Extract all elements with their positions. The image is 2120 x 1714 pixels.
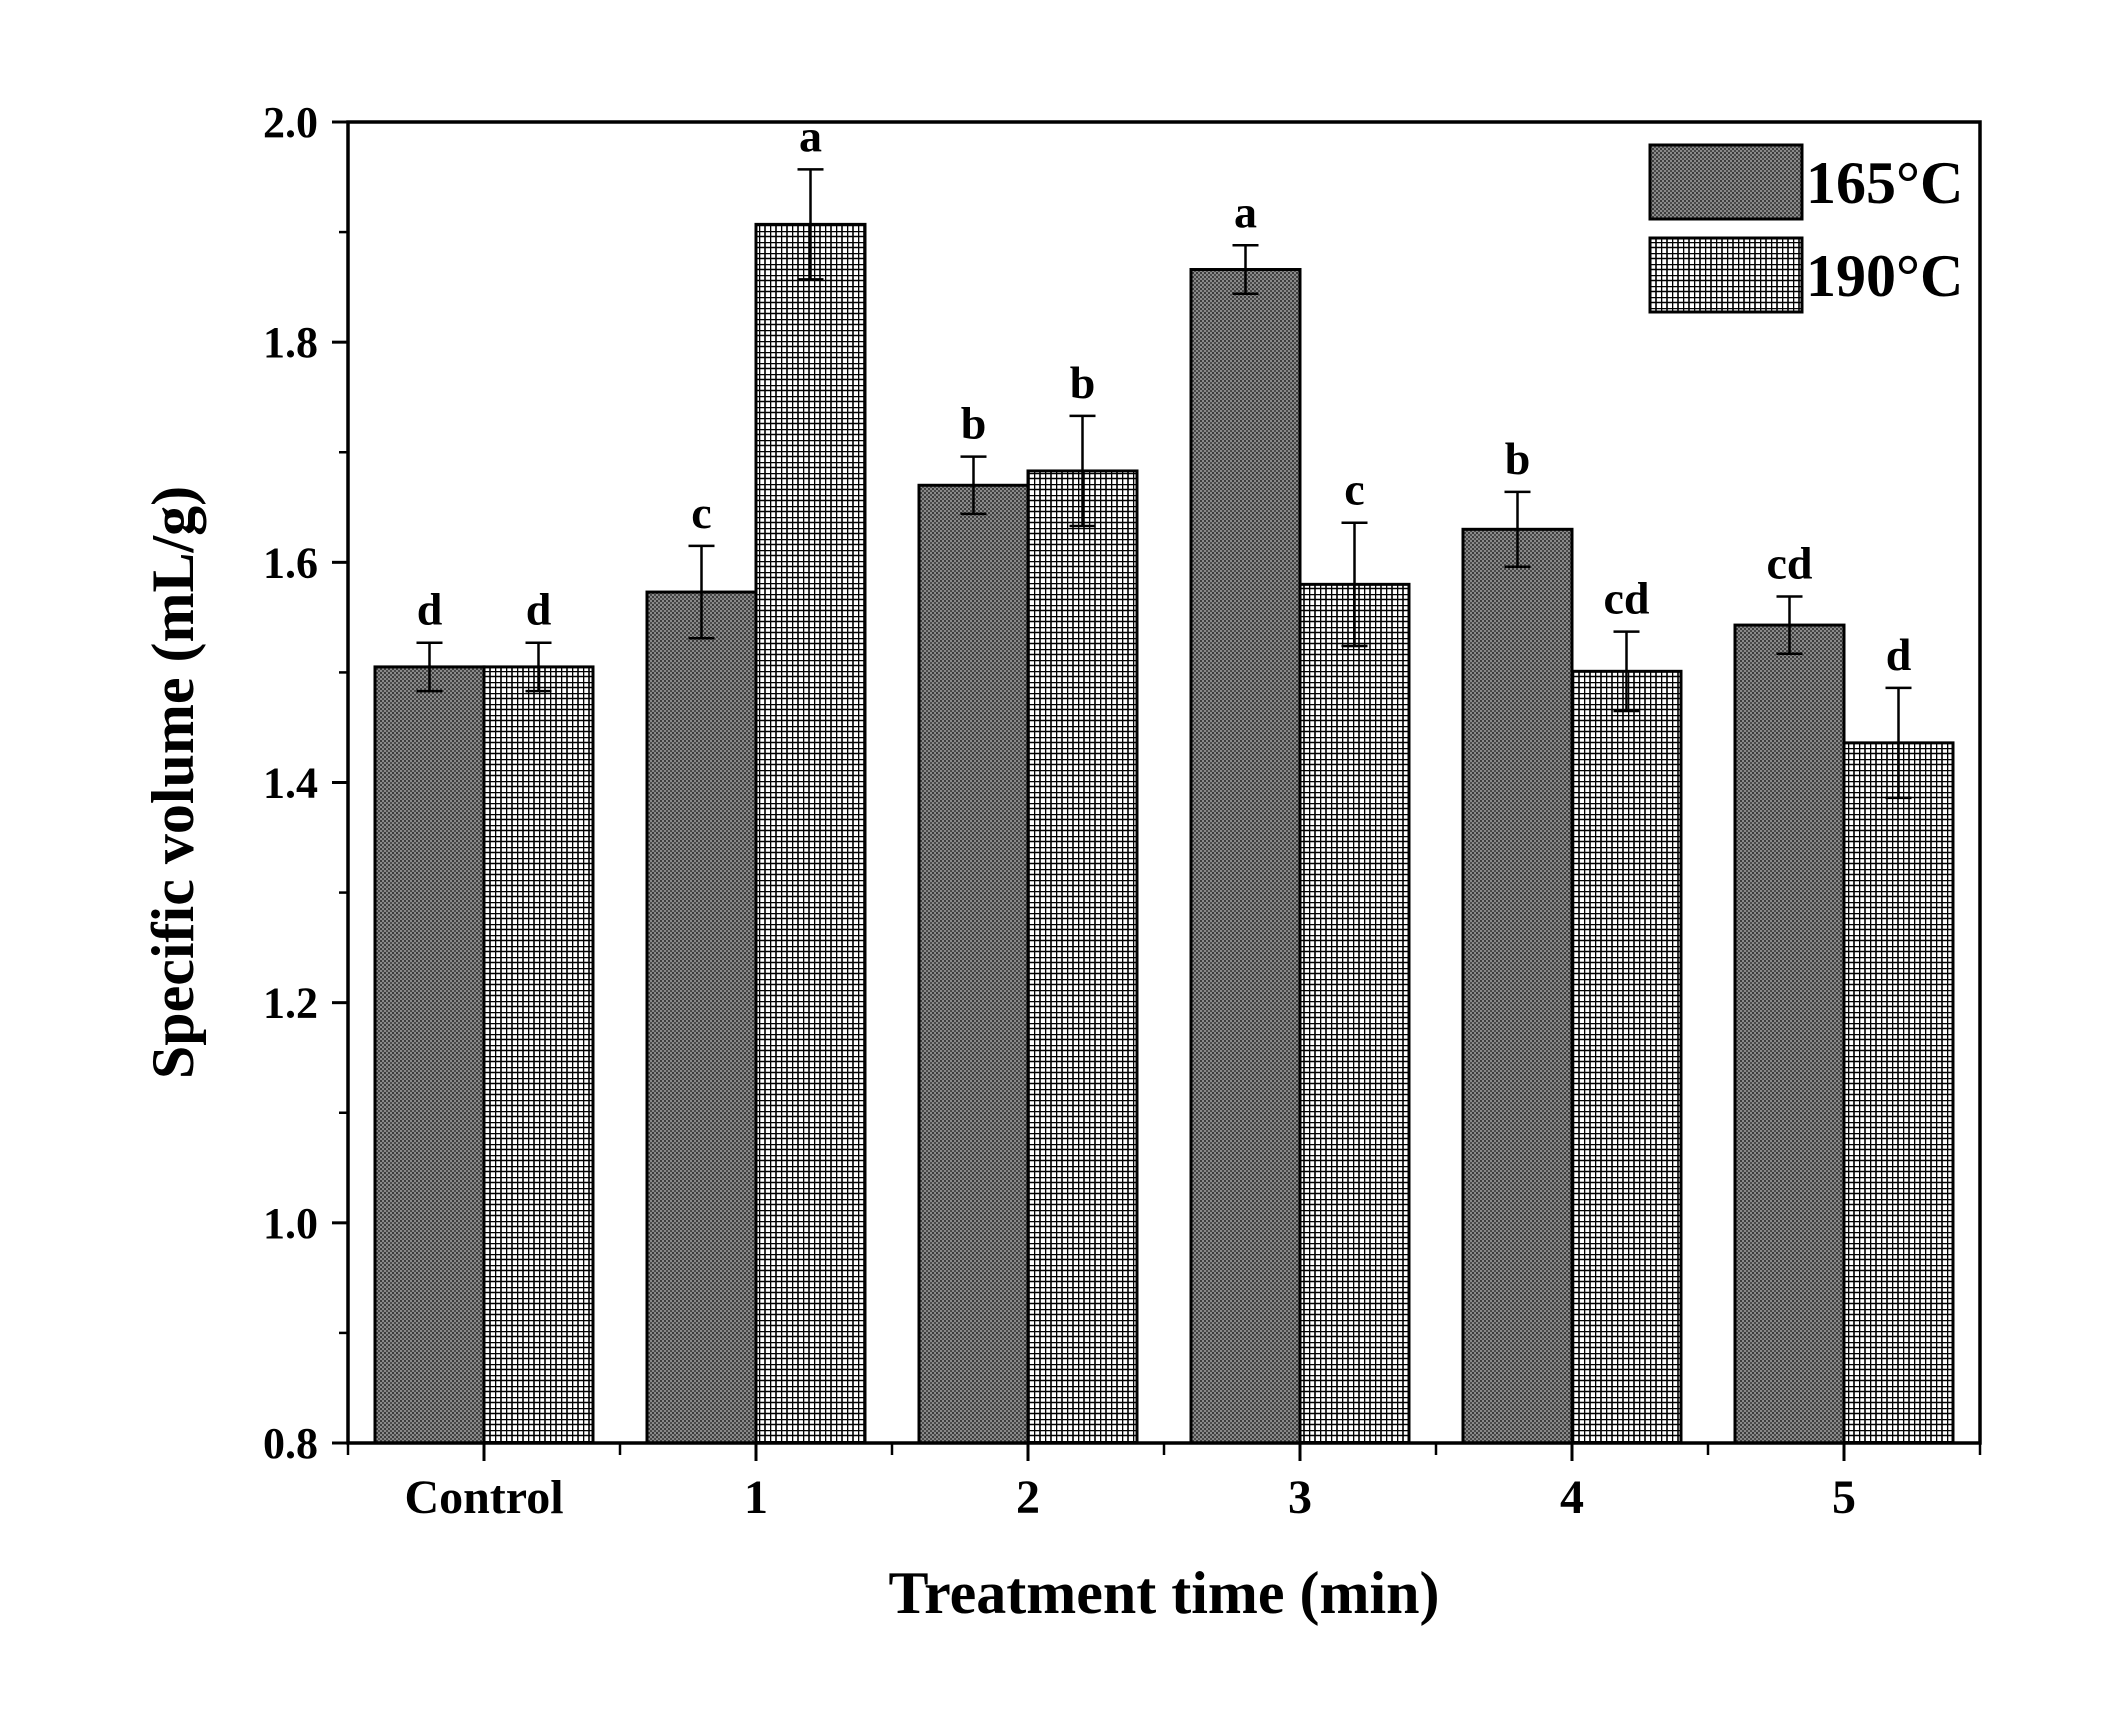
error-bar	[1341, 521, 1368, 648]
y-tick-label: 1.2	[263, 979, 318, 1028]
significance-label: d	[526, 584, 552, 635]
y-tick-label: 1.8	[263, 318, 318, 367]
significance-label: a	[1234, 186, 1257, 237]
significance-label: d	[1886, 629, 1912, 680]
x-tick-label: 5	[1832, 1471, 1856, 1524]
error-bar	[1776, 595, 1803, 655]
y-tick-label: 2.0	[263, 98, 318, 147]
legend-label: 165°C	[1806, 150, 1963, 216]
error-bar	[1069, 414, 1096, 528]
error-bar	[1232, 244, 1259, 295]
y-tick-label: 1.4	[263, 759, 318, 808]
significance-label: d	[417, 584, 443, 635]
legend: 165°C 190°C	[1648, 143, 1963, 314]
bar-165-2	[917, 483, 1030, 1445]
bar-165-5	[1733, 623, 1846, 1445]
x-tick-label: 2	[1016, 1471, 1040, 1524]
error-bar	[416, 641, 443, 693]
bar-190-4	[1570, 669, 1683, 1445]
legend-swatch-165	[1648, 143, 1804, 221]
bar-165-4	[1461, 527, 1574, 1445]
error-bar	[1885, 686, 1912, 800]
legend-label: 190°C	[1806, 243, 1963, 309]
bar-190-5	[1842, 741, 1955, 1445]
y-tick-label: 0.8	[263, 1419, 318, 1468]
x-tick-label: 3	[1288, 1471, 1312, 1524]
significance-label: cd	[1767, 537, 1813, 588]
y-axis-title: Specific volume (mL/g)	[140, 486, 206, 1079]
x-tick-label: 1	[744, 1471, 768, 1524]
x-tick-label: Control	[404, 1471, 563, 1524]
y-tick-label: 1.0	[263, 1199, 318, 1248]
error-bar	[1613, 630, 1640, 713]
significance-label: b	[1070, 357, 1096, 408]
bar-190-1	[754, 222, 867, 1445]
x-tick-label: 4	[1560, 1471, 1584, 1524]
x-axis-title: Treatment time (min)	[889, 1560, 1440, 1626]
bar-190-2	[1026, 469, 1139, 1445]
error-bar	[525, 641, 552, 693]
y-tick-label: 1.6	[263, 538, 318, 587]
significance-label: c	[691, 487, 711, 538]
significance-label: cd	[1604, 573, 1650, 624]
significance-label: b	[961, 398, 987, 449]
bar-190-control	[482, 665, 595, 1445]
error-bar	[960, 455, 987, 516]
bar-190-3	[1298, 582, 1411, 1445]
bar-165-1	[645, 590, 758, 1445]
significance-label: b	[1505, 433, 1531, 484]
significance-label: a	[799, 110, 822, 161]
legend-swatch-190	[1648, 236, 1804, 314]
error-bar	[797, 168, 824, 281]
error-bar	[688, 544, 715, 640]
significance-label: c	[1344, 464, 1364, 515]
error-bar	[1504, 490, 1531, 568]
bar-165-3	[1189, 268, 1302, 1445]
bar-165-control	[373, 665, 486, 1445]
